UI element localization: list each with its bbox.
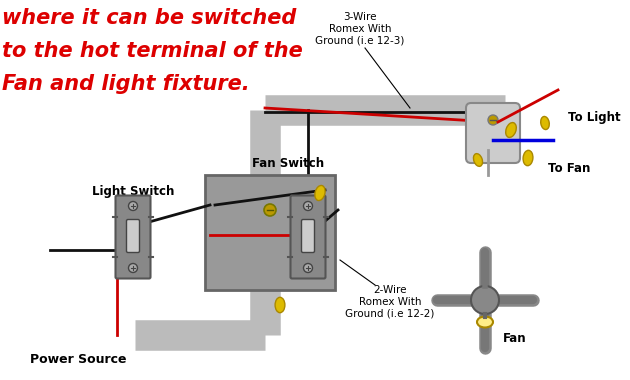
Circle shape (264, 204, 276, 216)
Ellipse shape (474, 154, 483, 166)
Circle shape (129, 201, 137, 211)
Ellipse shape (315, 185, 325, 201)
Circle shape (304, 201, 312, 211)
FancyBboxPatch shape (302, 220, 314, 252)
Text: To Fan: To Fan (548, 162, 590, 174)
FancyBboxPatch shape (127, 220, 139, 252)
Ellipse shape (523, 150, 533, 166)
FancyBboxPatch shape (466, 103, 520, 163)
Ellipse shape (506, 123, 517, 138)
Ellipse shape (275, 297, 285, 313)
Circle shape (129, 263, 137, 272)
Circle shape (471, 286, 499, 314)
Text: 3-Wire
Romex With
Ground (i.e 12-3): 3-Wire Romex With Ground (i.e 12-3) (315, 12, 404, 45)
Text: Fan: Fan (503, 332, 527, 345)
Text: 2-Wire
Romex With
Ground (i.e 12-2): 2-Wire Romex With Ground (i.e 12-2) (345, 285, 435, 318)
FancyBboxPatch shape (290, 195, 326, 279)
Text: Fan Switch: Fan Switch (252, 157, 324, 170)
FancyBboxPatch shape (115, 195, 151, 279)
Text: To Light: To Light (568, 111, 621, 125)
Text: Fan and light fixture.: Fan and light fixture. (2, 74, 249, 94)
FancyBboxPatch shape (205, 175, 335, 290)
Ellipse shape (541, 116, 549, 130)
Circle shape (304, 263, 312, 272)
Ellipse shape (477, 317, 493, 328)
Circle shape (488, 115, 498, 125)
Text: where it can be switched: where it can be switched (2, 8, 296, 28)
Text: Power Source: Power Source (30, 353, 127, 366)
Text: Light Switch: Light Switch (92, 185, 174, 198)
Text: to the hot terminal of the: to the hot terminal of the (2, 41, 303, 61)
